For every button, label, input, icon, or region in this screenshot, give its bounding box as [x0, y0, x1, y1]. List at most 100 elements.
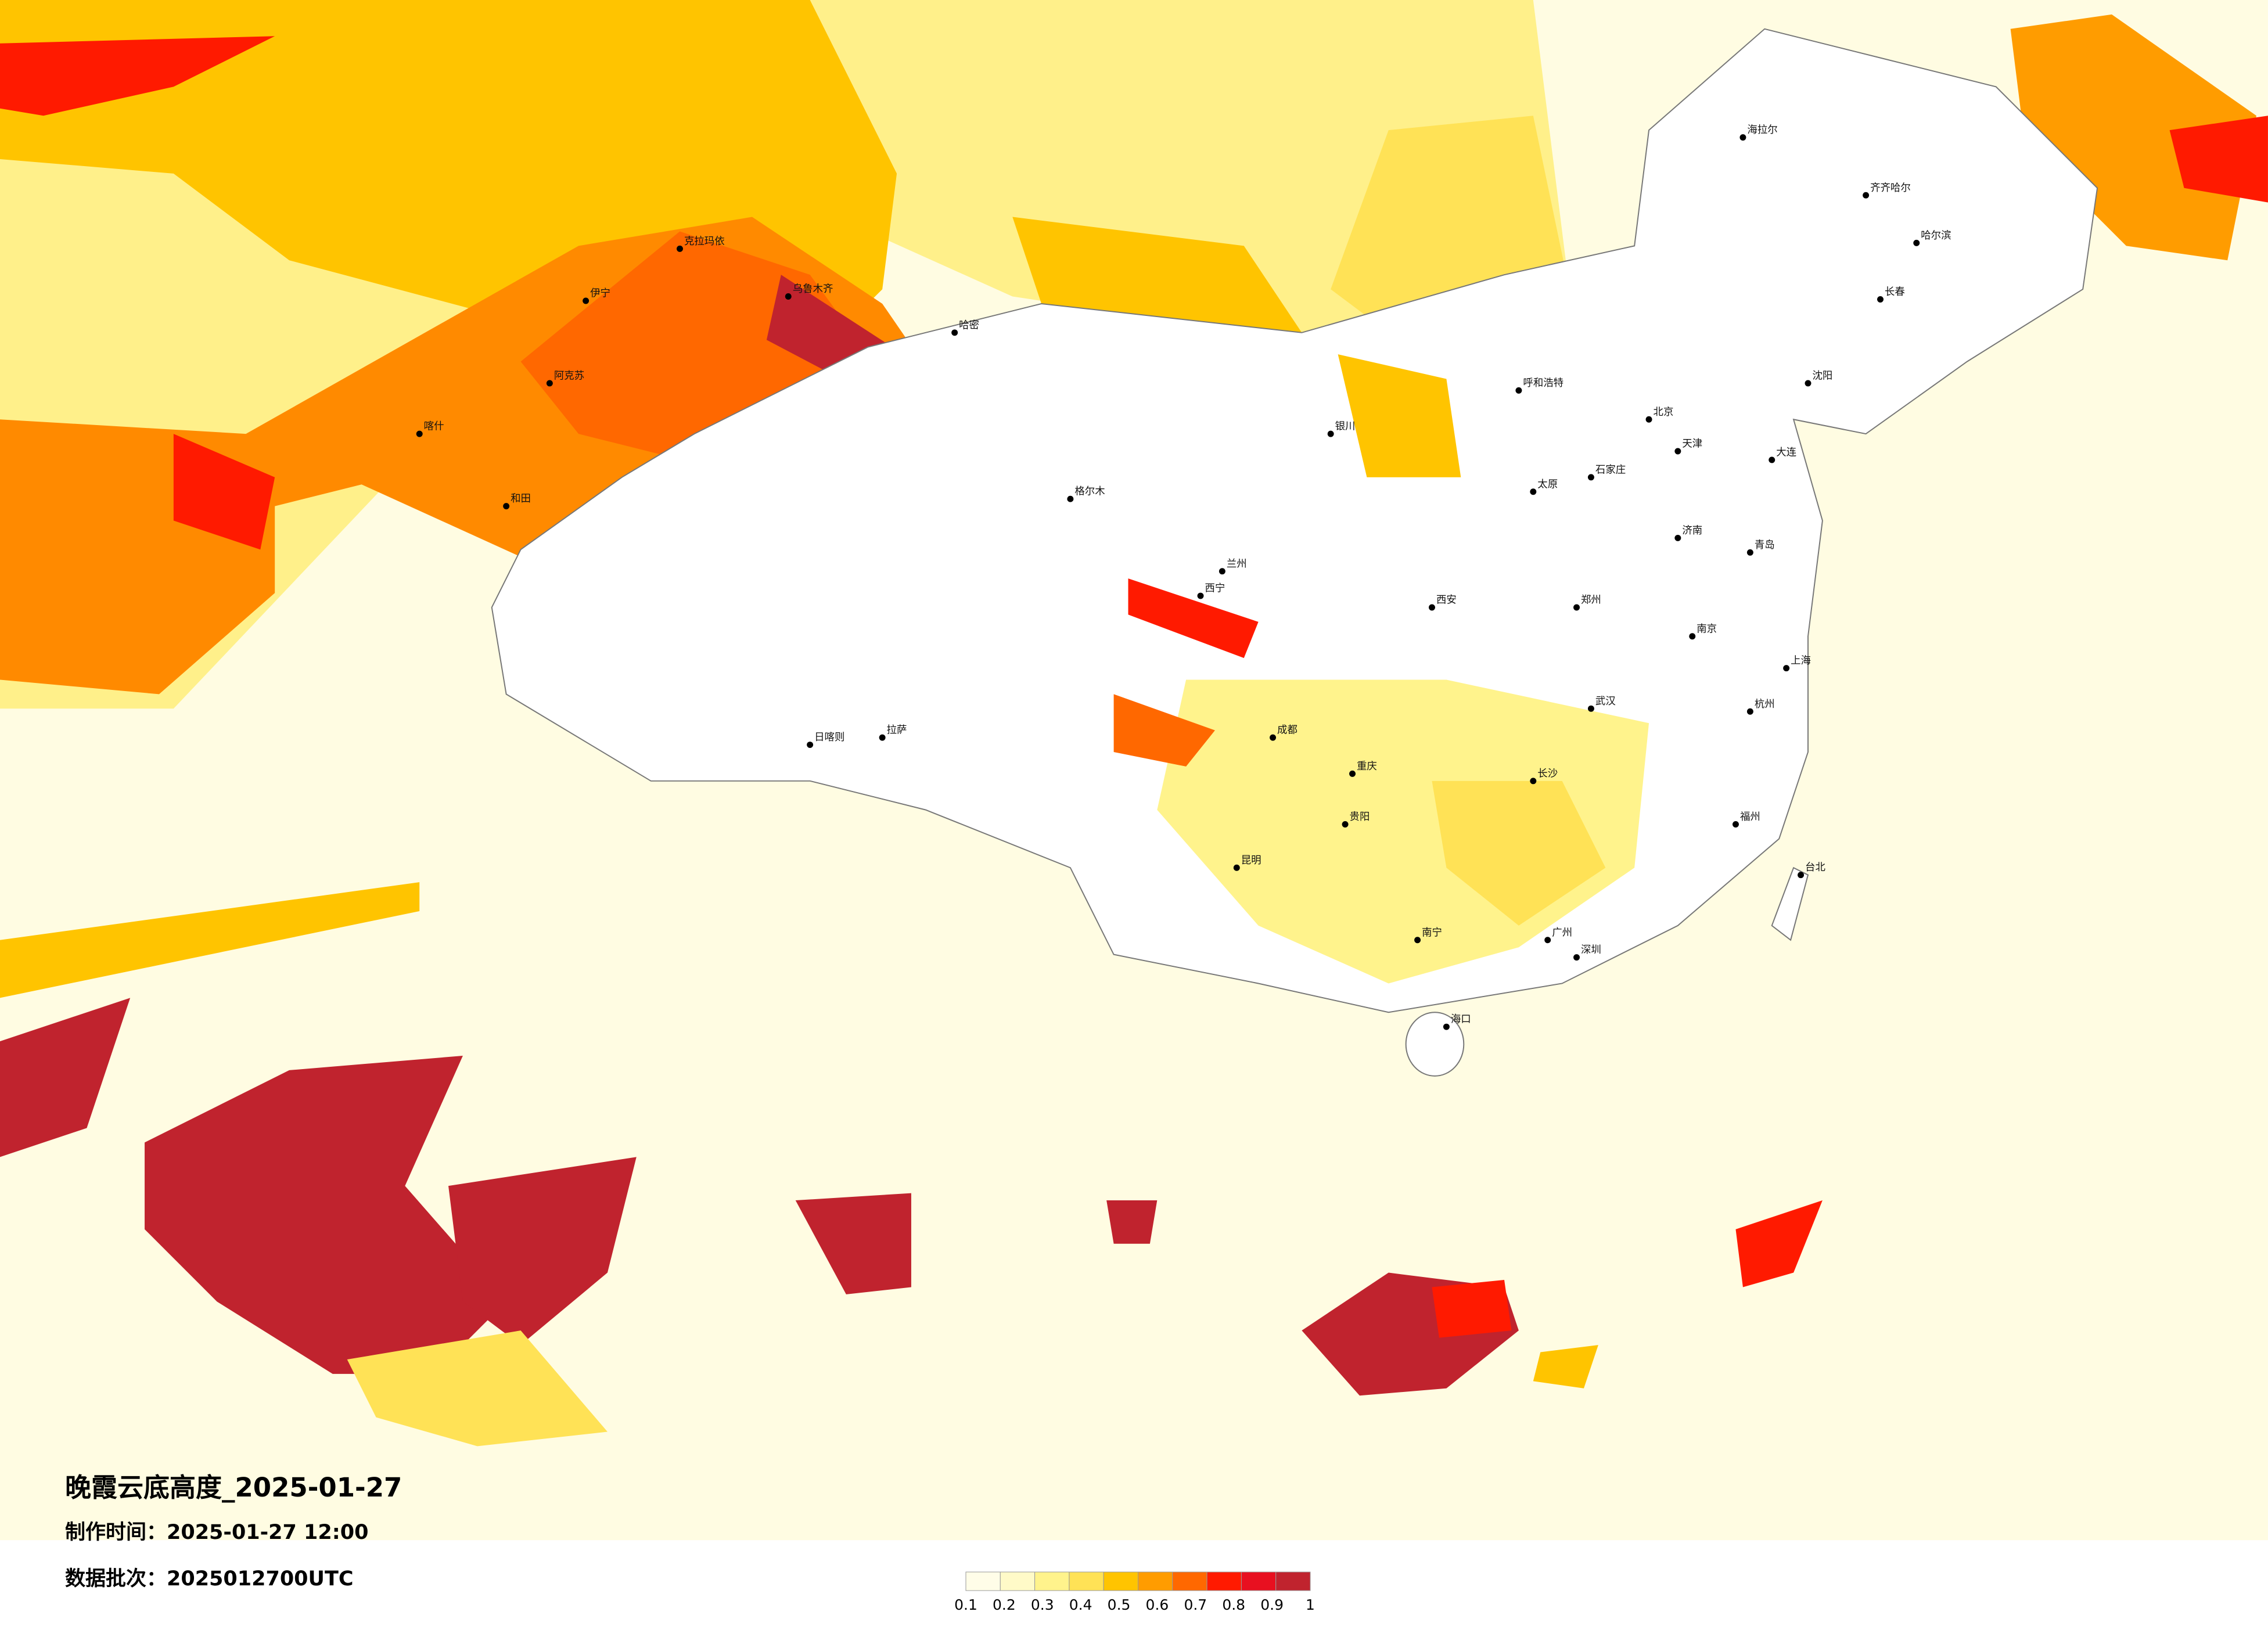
city-label: 石家庄	[1595, 464, 1626, 476]
city-label: 和田	[511, 493, 531, 505]
cloud-field	[145, 1055, 506, 1374]
city-label: 杭州	[1755, 699, 1775, 710]
city-label: 济南	[1682, 525, 1702, 537]
china-outline	[491, 28, 2098, 1013]
city-label: 克拉玛依	[684, 236, 725, 247]
colorbar-swatch	[1275, 1571, 1311, 1591]
city-label: 哈密	[959, 319, 979, 331]
city-dot	[1429, 604, 1435, 611]
colorbar-swatch	[1069, 1571, 1104, 1591]
colorbar-swatch	[1034, 1571, 1070, 1591]
city-dot	[1219, 568, 1225, 575]
city-label: 福州	[1740, 811, 1760, 823]
city-label: 兰州	[1227, 558, 1247, 570]
city-label: 成都	[1277, 725, 1297, 736]
city-dot	[503, 503, 510, 510]
city-dot	[1674, 534, 1681, 541]
city-label: 伊宁	[590, 288, 610, 300]
city-label: 青岛	[1755, 539, 1775, 551]
city-dot	[583, 297, 590, 304]
colorbar-tick-label: 1	[1306, 1596, 1315, 1613]
cloud-field	[1338, 354, 1461, 477]
city-dot	[1863, 192, 1870, 199]
city-label: 拉萨	[887, 725, 907, 736]
made-time: 制作时间：2025-01-27 12:00	[65, 1521, 368, 1544]
cloud-field	[1533, 1345, 1598, 1388]
city-dot	[1530, 778, 1537, 785]
city-dot	[1197, 592, 1204, 599]
city-dot	[1342, 821, 1349, 828]
colorbar-tick-label: 0.1	[954, 1596, 977, 1613]
colorbar-tick-label: 0.6	[1146, 1596, 1169, 1613]
colorbar-swatch	[1103, 1571, 1138, 1591]
cloud-field	[347, 1330, 608, 1447]
colorbar-tick-label: 0.8	[1222, 1596, 1245, 1613]
city-label: 日喀则	[814, 732, 844, 743]
city-dot	[785, 293, 792, 300]
city-dot	[879, 734, 886, 741]
cloud-field	[0, 882, 420, 998]
city-label: 长沙	[1537, 768, 1558, 779]
city-dot	[1805, 380, 1811, 387]
city-dot	[1349, 770, 1356, 777]
data-batch: 数据批次：2025012700UTC	[65, 1567, 354, 1591]
city-label: 北京	[1654, 406, 1674, 418]
cloud-field	[0, 36, 275, 116]
cloud-field	[448, 1157, 637, 1346]
colorbar-swatch	[965, 1571, 1001, 1591]
city-label: 贵阳	[1350, 811, 1370, 823]
map-title: 晚霞云底高度_2025-01-27	[65, 1472, 402, 1503]
colorbar: 0.1 0.2 0.3 0.4 0.5 0.6 0.7 0.8 0.9 1	[954, 1571, 1315, 1613]
city-dot	[1798, 872, 1805, 879]
city-dot	[1913, 239, 1920, 246]
colorbar-tick-label: 0.7	[1184, 1596, 1207, 1613]
cloud-field	[1432, 1280, 1512, 1338]
city-label: 深圳	[1581, 944, 1601, 956]
city-dot	[416, 430, 423, 437]
hainan	[1405, 1012, 1465, 1077]
colorbar-swatch	[1241, 1571, 1277, 1591]
cloud-field	[2010, 14, 2257, 261]
city-dot	[1443, 1023, 1450, 1030]
city-dot	[1645, 416, 1652, 423]
city-label: 西安	[1436, 595, 1457, 606]
city-label: 郑州	[1581, 595, 1601, 606]
city-dot	[1515, 387, 1522, 394]
city-dot	[1689, 633, 1696, 640]
cloud-field	[1113, 694, 1215, 767]
city-label: 西宁	[1205, 583, 1225, 595]
city-dot	[1746, 708, 1753, 715]
city-label: 大连	[1776, 447, 1796, 458]
colorbar-swatch	[1206, 1571, 1242, 1591]
city-dot	[1587, 474, 1594, 481]
colorbar-swatch	[1000, 1571, 1036, 1591]
city-dot	[1573, 954, 1580, 961]
city-dot	[1270, 734, 1277, 741]
city-dot	[1530, 488, 1537, 495]
city-label: 广州	[1552, 927, 1572, 938]
city-label: 哈尔滨	[1921, 230, 1951, 242]
colorbar-tick-label: 0.4	[1069, 1596, 1092, 1613]
city-dot	[1327, 430, 1334, 437]
city-dot	[1739, 134, 1746, 141]
cloud-field	[1106, 1200, 1158, 1244]
city-label: 沈阳	[1812, 370, 1832, 382]
city-label: 南京	[1696, 623, 1717, 635]
city-dot	[1414, 937, 1421, 944]
city-dot	[1587, 705, 1594, 712]
city-dot	[677, 245, 683, 252]
city-dot	[1783, 665, 1790, 672]
city-label: 乌鲁木齐	[793, 283, 833, 295]
colorbar-tick-label: 0.2	[993, 1596, 1016, 1613]
cloud-field	[795, 1193, 911, 1294]
city-dot	[1769, 456, 1775, 463]
city-dot	[1233, 864, 1240, 871]
city-dot	[1733, 821, 1739, 828]
city-label: 天津	[1682, 438, 1702, 450]
city-dot	[1573, 604, 1580, 611]
cloud-field	[2169, 116, 2268, 203]
